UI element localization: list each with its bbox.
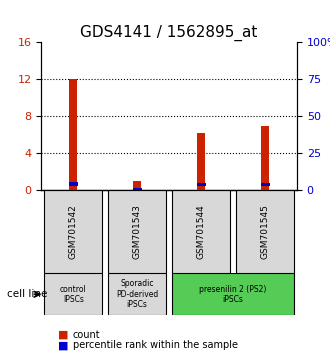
Bar — [133, 188, 142, 191]
FancyBboxPatch shape — [172, 190, 230, 274]
FancyBboxPatch shape — [236, 190, 294, 274]
Bar — [133, 181, 141, 190]
Text: cell line: cell line — [7, 289, 47, 299]
FancyBboxPatch shape — [108, 274, 166, 315]
FancyBboxPatch shape — [172, 274, 294, 315]
Text: ■: ■ — [58, 330, 68, 339]
Bar — [69, 183, 78, 186]
Bar — [197, 133, 205, 190]
Text: GSM701544: GSM701544 — [197, 205, 206, 259]
Title: GDS4141 / 1562895_at: GDS4141 / 1562895_at — [81, 25, 258, 41]
FancyBboxPatch shape — [45, 274, 102, 315]
Text: GSM701542: GSM701542 — [69, 205, 78, 259]
Bar — [261, 126, 269, 190]
Bar — [69, 79, 77, 190]
Text: control
IPSCs: control IPSCs — [60, 285, 86, 304]
Text: Sporadic
PD-derived
iPSCs: Sporadic PD-derived iPSCs — [116, 279, 158, 309]
Text: ■: ■ — [58, 340, 68, 350]
FancyBboxPatch shape — [108, 190, 166, 274]
Text: count: count — [73, 330, 100, 339]
Text: GSM701543: GSM701543 — [133, 205, 142, 259]
Bar — [261, 183, 270, 186]
FancyBboxPatch shape — [45, 190, 102, 274]
Bar — [197, 183, 206, 187]
Text: presenilin 2 (PS2)
iPSCs: presenilin 2 (PS2) iPSCs — [199, 285, 267, 304]
Text: percentile rank within the sample: percentile rank within the sample — [73, 340, 238, 350]
Text: GSM701545: GSM701545 — [260, 205, 270, 259]
